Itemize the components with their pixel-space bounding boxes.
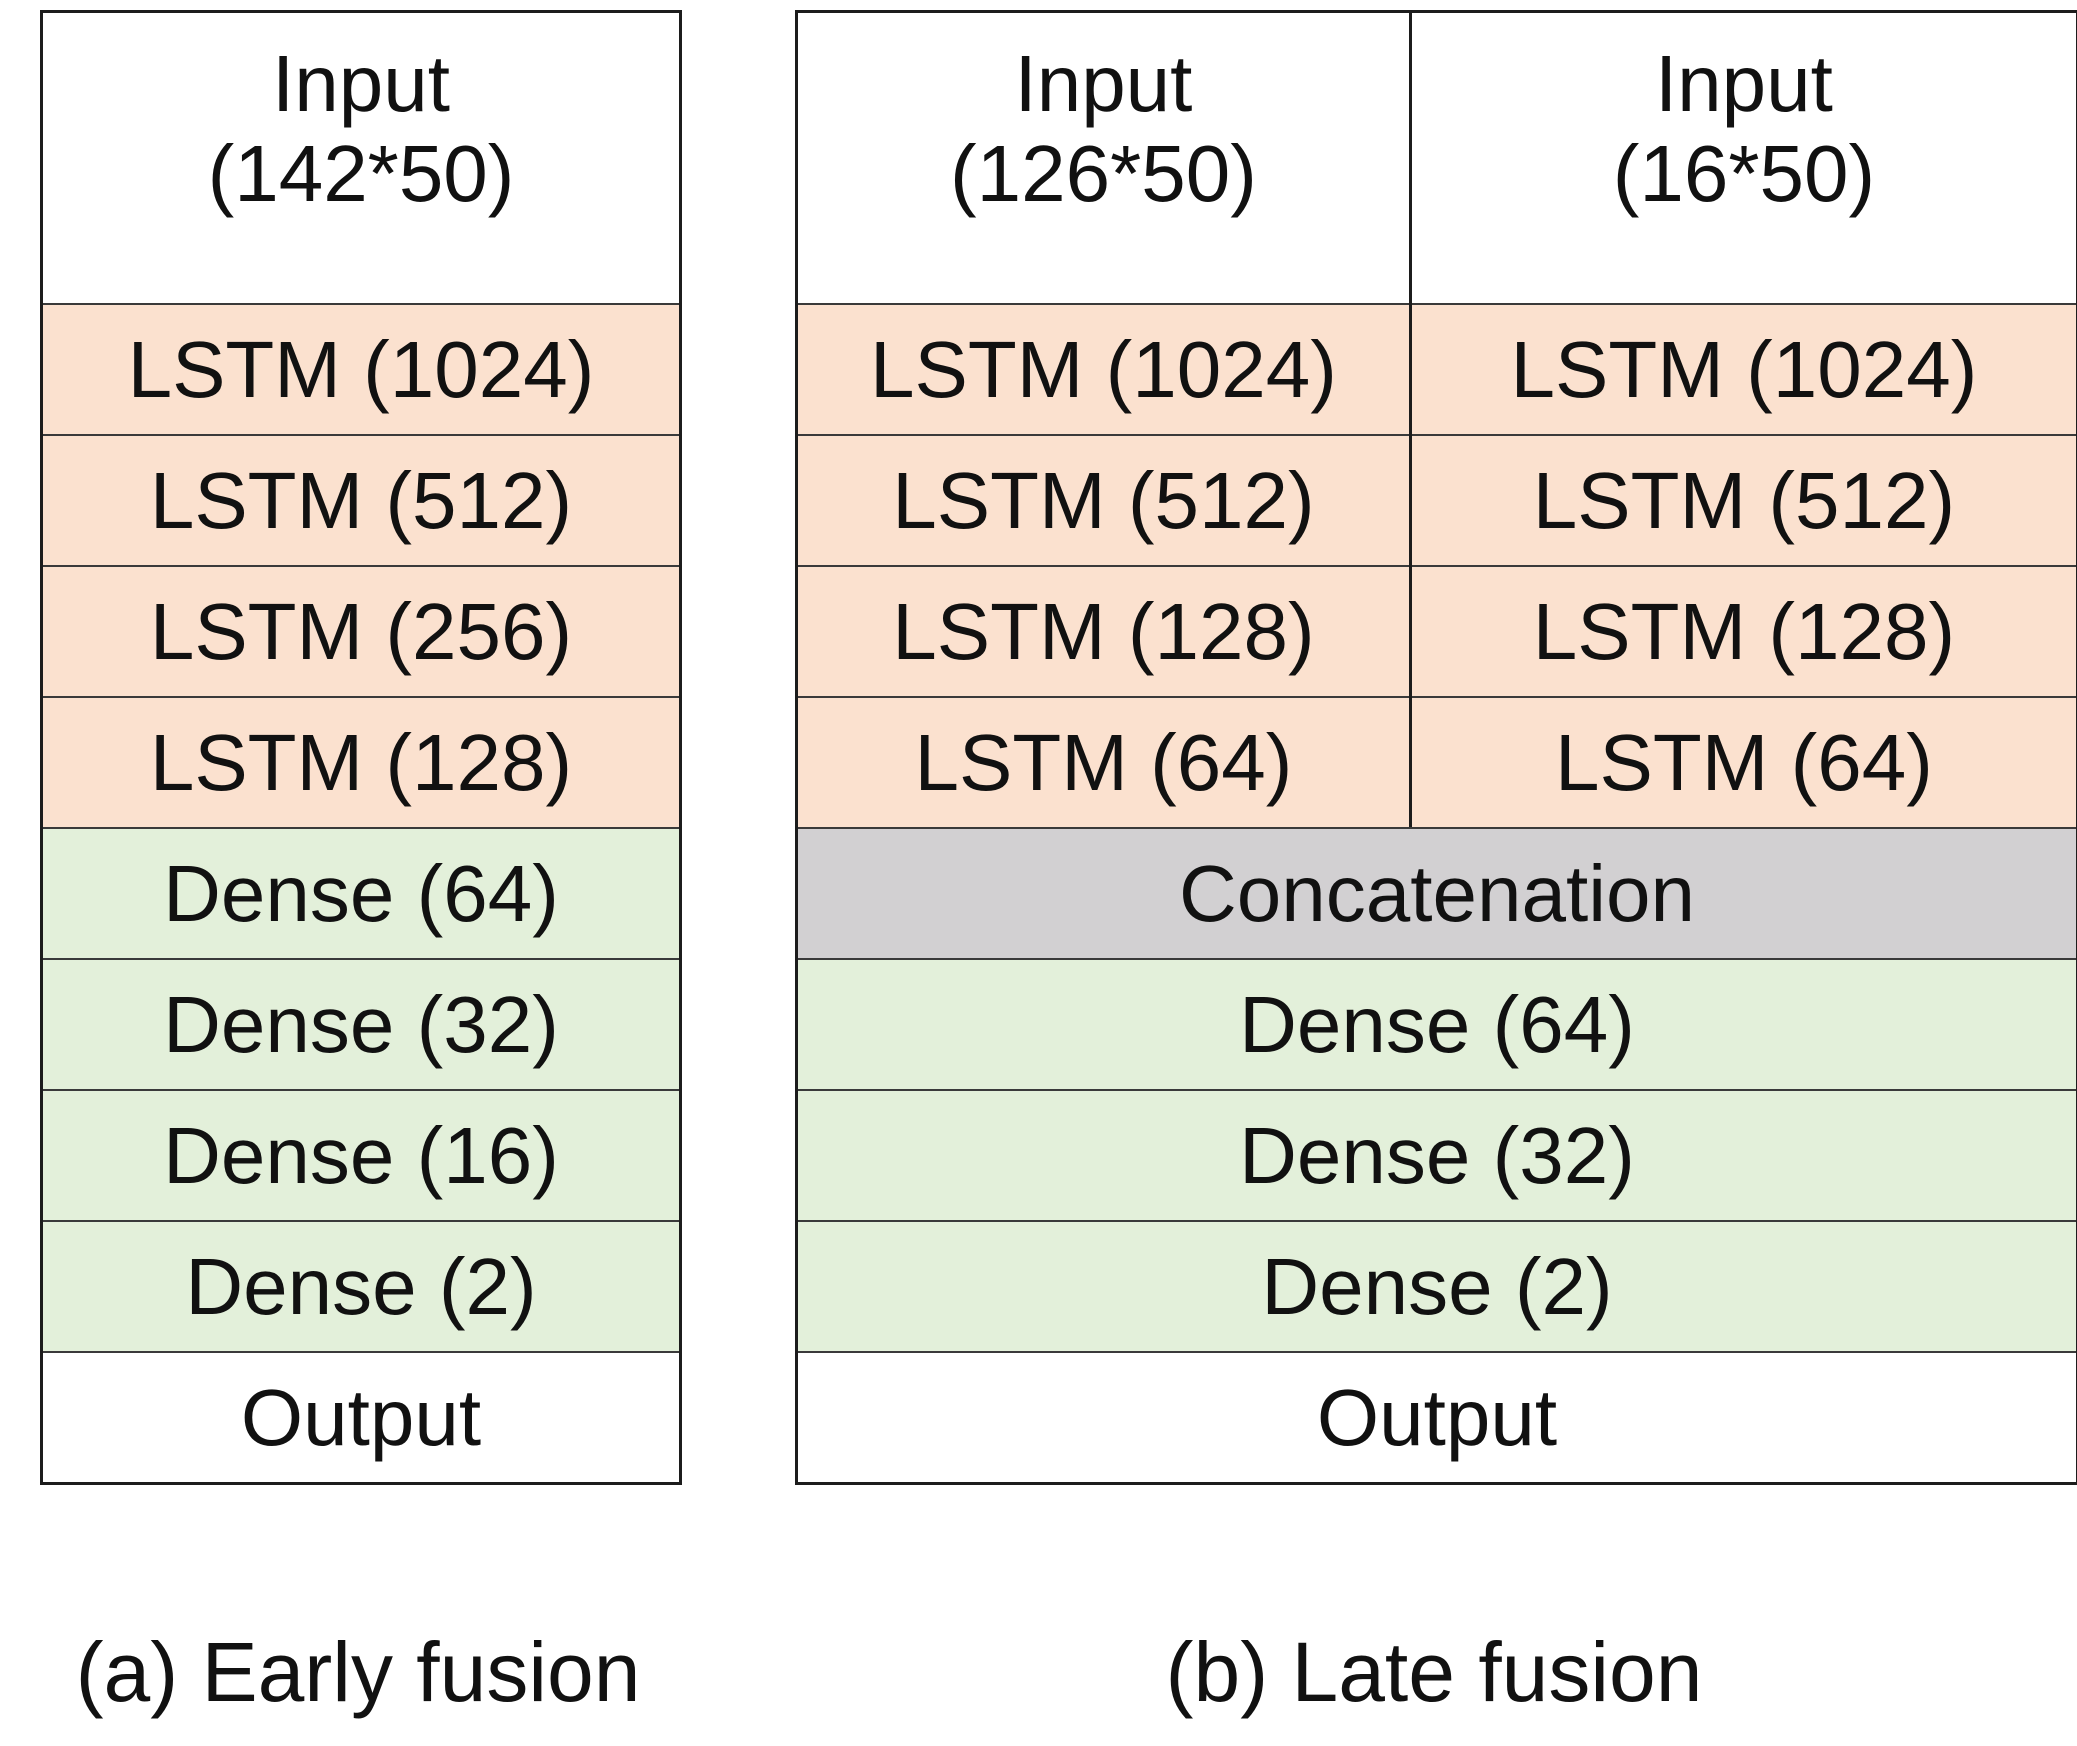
cell-b-dense-64: Dense (64) [798,958,2076,1089]
cell-b-output: Output [798,1351,2076,1482]
cell-a-lstm-512: LSTM (512) [43,434,679,565]
cell-a-lstm-1024: LSTM (1024) [43,303,679,434]
cell-a-dense-16: Dense (16) [43,1089,679,1220]
branch-right: Input (16*50) LSTM (1024) LSTM (512) LST… [1408,13,2076,827]
cell-b-right-lstm-512: LSTM (512) [1411,434,2076,565]
cell-a-dense-64: Dense (64) [43,827,679,958]
cell-b-right-lstm-64: LSTM (64) [1411,696,2076,827]
cell-a-output: Output [43,1351,679,1482]
cell-b-right-input: Input (16*50) [1411,13,2076,303]
cell-b-left-lstm-512: LSTM (512) [798,434,1409,565]
cell-b-left-lstm-64: LSTM (64) [798,696,1409,827]
cell-a-dense-32: Dense (32) [43,958,679,1089]
caption-early-fusion: (a) Early fusion [75,1625,641,1719]
cell-b-left-lstm-1024: LSTM (1024) [798,303,1409,434]
late-fusion-diagram: Input (126*50) LSTM (1024) LSTM (512) LS… [795,10,2077,1485]
cell-b-right-lstm-128: LSTM (128) [1411,565,2076,696]
late-fusion-branches: Input (126*50) LSTM (1024) LSTM (512) LS… [798,13,2076,827]
cell-b-right-lstm-1024: LSTM (1024) [1411,303,2076,434]
cell-b-concatenation: Concatenation [798,827,2076,958]
cell-a-lstm-256: LSTM (256) [43,565,679,696]
cell-a-dense-2: Dense (2) [43,1220,679,1351]
branch-left: Input (126*50) LSTM (1024) LSTM (512) LS… [798,13,1409,827]
cell-b-left-input: Input (126*50) [798,13,1409,303]
cell-b-left-lstm-128: LSTM (128) [798,565,1409,696]
caption-late-fusion: (b) Late fusion [1165,1625,1703,1719]
cell-a-input: Input (142*50) [43,13,679,303]
cell-b-dense-2: Dense (2) [798,1220,2076,1351]
early-fusion-diagram: Input (142*50) LSTM (1024) LSTM (512) LS… [40,10,682,1485]
cell-b-dense-32: Dense (32) [798,1089,2076,1220]
cell-a-lstm-128: LSTM (128) [43,696,679,827]
